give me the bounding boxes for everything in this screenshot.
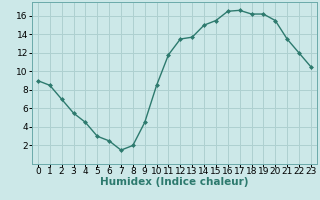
X-axis label: Humidex (Indice chaleur): Humidex (Indice chaleur) — [100, 177, 249, 187]
